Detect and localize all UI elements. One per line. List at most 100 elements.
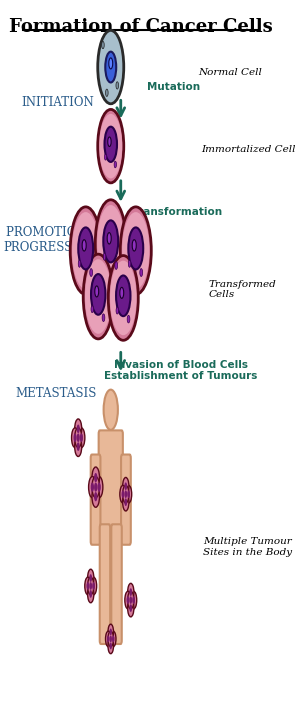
Circle shape: [92, 467, 100, 489]
Circle shape: [108, 256, 138, 340]
Text: Normal Cell: Normal Cell: [198, 68, 262, 76]
Text: Transformation: Transformation: [133, 207, 224, 217]
Circle shape: [99, 114, 122, 179]
Circle shape: [102, 42, 104, 49]
Circle shape: [104, 154, 106, 160]
Circle shape: [122, 212, 149, 289]
Circle shape: [110, 635, 112, 642]
Circle shape: [91, 274, 105, 315]
Circle shape: [105, 52, 116, 83]
Text: PROMOTION /
PROGRESSION: PROMOTION / PROGRESSION: [4, 226, 98, 254]
Circle shape: [88, 578, 94, 594]
Circle shape: [127, 596, 129, 604]
Circle shape: [128, 261, 131, 268]
Circle shape: [75, 437, 82, 457]
Circle shape: [115, 261, 118, 270]
Circle shape: [114, 161, 116, 168]
Circle shape: [127, 490, 130, 498]
Circle shape: [110, 628, 112, 635]
FancyBboxPatch shape: [91, 455, 100, 545]
Circle shape: [94, 482, 98, 492]
Circle shape: [77, 442, 80, 451]
Circle shape: [83, 254, 113, 339]
Circle shape: [98, 482, 101, 492]
FancyBboxPatch shape: [121, 455, 131, 545]
Circle shape: [127, 316, 130, 323]
Circle shape: [116, 307, 119, 314]
Circle shape: [104, 126, 117, 162]
Circle shape: [89, 590, 92, 598]
Circle shape: [95, 477, 103, 498]
Circle shape: [110, 642, 112, 650]
Circle shape: [88, 569, 94, 587]
Circle shape: [128, 592, 134, 609]
Circle shape: [107, 232, 111, 244]
Circle shape: [78, 227, 93, 270]
Circle shape: [129, 588, 132, 596]
Circle shape: [92, 582, 95, 590]
Circle shape: [94, 473, 98, 482]
Circle shape: [90, 578, 97, 594]
Circle shape: [88, 477, 96, 498]
Circle shape: [91, 306, 93, 313]
Text: Multiple Tumour
Sites in the Body: Multiple Tumour Sites in the Body: [203, 537, 292, 557]
Circle shape: [80, 433, 83, 442]
Circle shape: [108, 137, 111, 147]
Circle shape: [132, 596, 135, 604]
Text: INITIATION: INITIATION: [22, 96, 94, 109]
Circle shape: [89, 582, 92, 590]
Circle shape: [75, 419, 82, 438]
Circle shape: [98, 109, 124, 183]
Circle shape: [130, 592, 137, 609]
Text: Mutation: Mutation: [147, 82, 200, 92]
Circle shape: [86, 582, 89, 590]
Circle shape: [95, 286, 99, 297]
Circle shape: [110, 261, 136, 335]
Circle shape: [103, 390, 118, 430]
Circle shape: [132, 240, 136, 251]
Circle shape: [94, 492, 98, 501]
Circle shape: [106, 631, 111, 647]
FancyBboxPatch shape: [111, 525, 122, 644]
Circle shape: [120, 287, 124, 299]
Circle shape: [78, 261, 81, 268]
Circle shape: [78, 428, 85, 448]
Circle shape: [103, 220, 118, 263]
Circle shape: [102, 314, 105, 321]
Text: Immortalized Cell: Immortalized Cell: [201, 145, 296, 154]
Circle shape: [116, 82, 119, 89]
Circle shape: [124, 490, 127, 498]
Text: Formation of Cancer Cells: Formation of Cancer Cells: [9, 18, 273, 35]
Circle shape: [74, 433, 76, 442]
Text: METASTASIS: METASTASIS: [15, 387, 96, 400]
Circle shape: [71, 428, 79, 448]
Circle shape: [120, 485, 126, 503]
Circle shape: [77, 424, 80, 433]
FancyBboxPatch shape: [99, 431, 123, 539]
Circle shape: [116, 275, 130, 316]
Circle shape: [140, 268, 142, 277]
Circle shape: [124, 498, 127, 506]
Circle shape: [128, 227, 143, 270]
Circle shape: [123, 493, 129, 511]
Circle shape: [108, 631, 113, 647]
Circle shape: [85, 259, 111, 334]
Text: Transformed
Cells: Transformed Cells: [208, 280, 276, 299]
Circle shape: [103, 253, 106, 261]
Circle shape: [122, 490, 124, 498]
Circle shape: [109, 58, 113, 69]
Circle shape: [88, 585, 94, 603]
Circle shape: [112, 635, 114, 642]
Circle shape: [77, 433, 80, 442]
Circle shape: [72, 212, 99, 289]
Circle shape: [125, 591, 131, 609]
Circle shape: [89, 574, 92, 582]
Circle shape: [123, 477, 129, 495]
Circle shape: [108, 638, 113, 654]
Text: Invasion of Blood Cells
Establishment of Tumours: Invasion of Blood Cells Establishment of…: [104, 360, 257, 381]
Circle shape: [75, 428, 82, 448]
Circle shape: [108, 624, 113, 640]
Circle shape: [129, 604, 132, 612]
Circle shape: [98, 30, 124, 104]
Circle shape: [128, 599, 134, 617]
